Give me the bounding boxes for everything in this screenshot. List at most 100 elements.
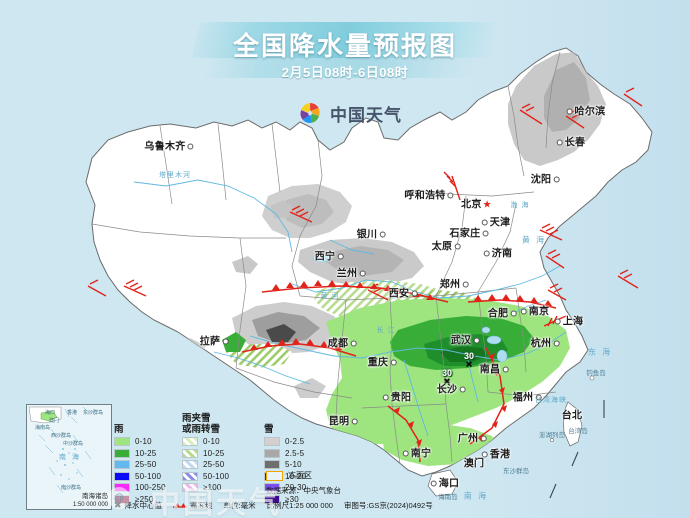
city-label-hefei: 合肥 — [488, 305, 519, 320]
city-label-tianjin: 天津 — [480, 214, 511, 229]
svg-text:西沙群岛: 西沙群岛 — [51, 432, 71, 439]
legend-label: 0-10 — [203, 437, 220, 447]
precip-center-mark: ✖ — [465, 359, 473, 370]
city-label-hongkong: 香港 — [480, 446, 511, 461]
legend-swatch — [114, 448, 130, 458]
legend-item: 25-50 — [182, 459, 229, 471]
city-label-macau: 澳门 — [463, 458, 485, 470]
footer-scale: 比例尺1:25 000 000 — [266, 501, 333, 510]
wind-barbs — [87, 87, 643, 327]
legend-heading-sleet-line1: 雨夹雪 — [182, 413, 211, 425]
precip-center-value: 30 — [441, 368, 453, 378]
city-label-harbin: 哈尔滨 — [565, 103, 606, 118]
legend-label: 25-50 — [203, 460, 225, 470]
geo-label-yellow-river: 黄 河 — [320, 293, 340, 300]
city-label-changchun: 长春 — [555, 134, 586, 149]
legend-label: 10-25 — [203, 448, 225, 458]
legend-swatch — [264, 437, 280, 447]
legend-item: 25-50 — [114, 459, 166, 471]
city-label-lanzhou: 兰州 — [337, 265, 368, 280]
legend-heading-sleet-line2: 或雨转雪 — [182, 424, 221, 436]
svg-text:南 海: 南 海 — [59, 452, 81, 461]
inset-title: 南海诸岛 — [82, 493, 108, 500]
legend-label: 0-2.5 — [285, 437, 305, 447]
legend-label: 20-30 — [285, 483, 307, 493]
legend-item: 20-30 — [264, 482, 306, 494]
svg-text:海南岛: 海南岛 — [35, 424, 50, 431]
city-label-guangzhou: 广州 — [458, 430, 489, 445]
legend-label: 50-100 — [135, 471, 162, 481]
legend-label: 0-10 — [135, 437, 152, 447]
svg-text:海口: 海口 — [45, 409, 55, 416]
city-label-yinchuan: 银川 — [357, 226, 388, 241]
svg-text:香港: 香港 — [67, 409, 77, 416]
islands — [427, 375, 605, 499]
legend-item: 50-100 — [182, 471, 229, 483]
frost-line-icon — [173, 501, 188, 511]
precip-center-value: 30 — [463, 351, 475, 361]
legend-swatch — [264, 460, 280, 470]
svg-text:澳门: 澳门 — [49, 417, 59, 424]
brand-name: 中国天气 — [330, 105, 402, 125]
legend-swatch — [264, 448, 280, 458]
precip-center-mark: ✖ — [443, 376, 451, 387]
svg-text:东沙群岛: 东沙群岛 — [83, 409, 103, 416]
center-value-icon: ✖ — [114, 500, 122, 510]
center-value-label: 降水中心值 — [124, 501, 163, 510]
legend-item: ≥100 — [182, 482, 229, 494]
city-label-hangzhou: 杭州 — [531, 335, 562, 350]
city-label-guiyang: 贵阳 — [381, 389, 412, 404]
freezing-rain-swatch — [266, 470, 283, 481]
legend-swatch — [182, 483, 198, 493]
city-label-shijiazhuang: 石家庄 — [450, 225, 491, 240]
weather-swirl-icon — [297, 100, 323, 126]
legend-label: 10-25 — [135, 448, 157, 458]
city-label-changsha: 长沙 — [437, 381, 468, 396]
legend-freezing-rain: 冻雨区 — [266, 470, 312, 481]
island-label-diaoyu: 钓鱼岛 — [586, 370, 606, 377]
island-label-hainan: 海南岛 — [438, 494, 458, 501]
legend-item: ≥30 — [264, 494, 306, 506]
legend-swatch — [182, 471, 198, 481]
legend-label: 5-10 — [285, 460, 302, 470]
frost-line-teeth — [250, 280, 552, 446]
island-label-dongsha: 东沙群岛 — [503, 468, 529, 475]
city-label-nanjing: 南京 — [519, 303, 550, 318]
legend-swatch — [182, 460, 198, 470]
province-borders — [91, 51, 561, 465]
legend-item: 0-10 — [182, 436, 229, 448]
city-label-chongqing: 重庆 — [368, 354, 399, 369]
legend-column-rain: 雨 0-10 10-25 25-50 50-100 100-250 ≥250 — [114, 406, 166, 505]
legend-column-sleet: 雨夹雪 或雨转雪 0-10 10-25 25-50 50-100 ≥100 — [182, 406, 229, 494]
footer-map-approval: 审图号:GS京(2024)0492号 — [343, 501, 433, 510]
map-legend: 海口 香港 澳门 东沙群岛 海南岛 西沙群岛 中沙群岛 南沙群岛 南 海 南海诸… — [18, 404, 433, 516]
city-label-jinan: 济南 — [482, 245, 513, 260]
city-label-nanning: 南宁 — [401, 445, 432, 460]
legend-swatch — [114, 437, 130, 447]
city-label-kunming: 昆明 — [329, 413, 360, 428]
freezing-rain-label: 冻雨区 — [288, 471, 312, 480]
legend-swatch — [182, 448, 198, 458]
geo-label-tarim-river: 塔里木河 — [159, 172, 191, 179]
city-label-xining: 西宁 — [315, 248, 346, 263]
legend-swatch — [114, 460, 130, 470]
legend-item: 10-25 — [114, 448, 166, 460]
legend-item: 5-10 — [264, 459, 306, 471]
snow-areas — [170, 52, 606, 398]
city-label-nanchang: 南昌 — [480, 361, 511, 376]
island-label-penghu: 澎湖列岛 — [539, 432, 565, 439]
legend-label: ≥100 — [203, 483, 222, 493]
city-label-fuzhou: 福州 — [513, 389, 544, 404]
svg-text:南沙群岛: 南沙群岛 — [61, 484, 81, 491]
data-source-note: 数据来源：中央气象台 — [266, 486, 341, 495]
legend-label: ≥30 — [285, 494, 299, 504]
geo-label-bohai-sea: 渤 海 — [510, 202, 530, 209]
legend-heading-snow: 雪 — [264, 424, 274, 436]
legend-swatch — [264, 494, 280, 504]
south-china-sea-inset-map[interactable]: 海口 香港 澳门 东沙群岛 海南岛 西沙群岛 中沙群岛 南沙群岛 南 海 南海诸… — [26, 404, 112, 510]
inset-scale: 1:50 000 000 — [72, 502, 108, 508]
city-label-zhengzhou: 郑州 — [440, 276, 471, 291]
legend-item: 50-100 — [114, 471, 166, 483]
